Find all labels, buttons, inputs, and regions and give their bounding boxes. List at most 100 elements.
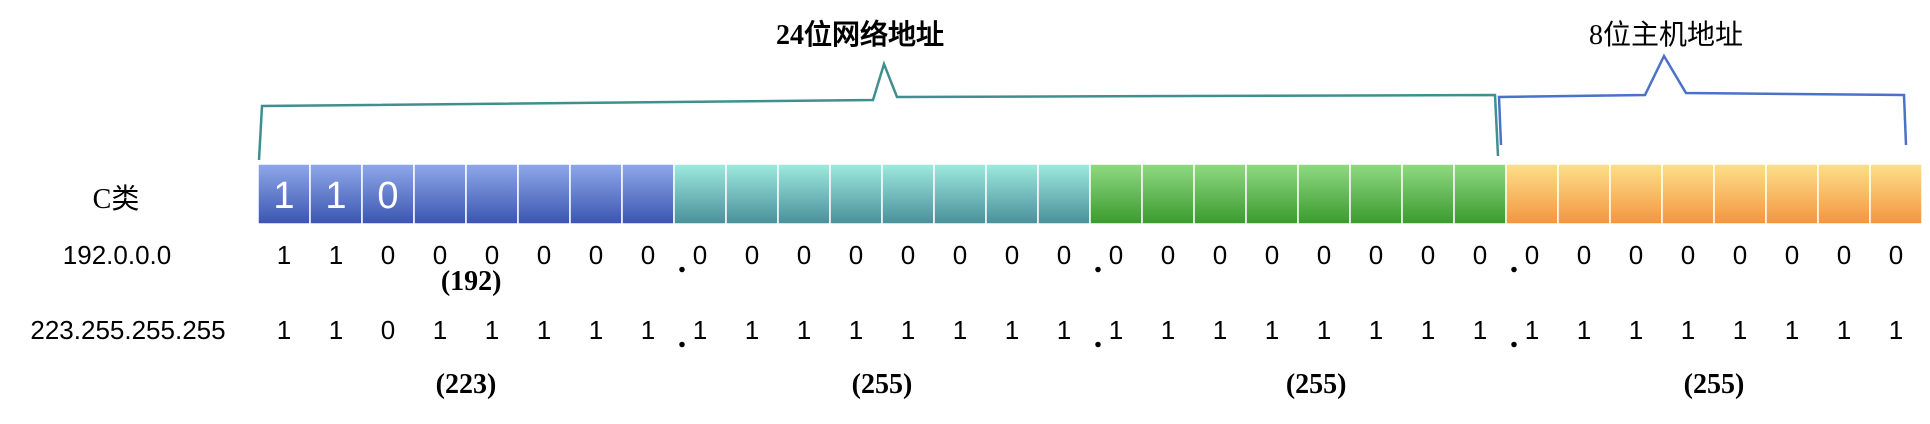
bit-cell-octet1 (517, 163, 571, 225)
low-address-bit: 0 (1681, 240, 1695, 270)
bit-cell-octet4 (1557, 163, 1611, 225)
high-address-bit: 1 (641, 315, 655, 345)
bit-cell-octet1 (621, 163, 675, 225)
high-address-bit: 1 (329, 315, 343, 345)
bit-cell-octet1 (413, 163, 467, 225)
high-address-bit: 1 (745, 315, 759, 345)
low-address-bit: 0 (1265, 240, 1279, 270)
high-address-octet1-decimal: (223) (436, 369, 497, 400)
network-bracket-label: 24位网络地址 (776, 18, 944, 51)
high-address-octet-separator: . (678, 318, 687, 355)
low-address-octet-separator: . (678, 243, 687, 280)
bit-cell-octet3 (1193, 163, 1247, 225)
low-address-bit: 0 (1889, 240, 1903, 270)
bit-cell-octet4 (1765, 163, 1819, 225)
low-address-bit: 0 (1161, 240, 1175, 270)
low-address-bit: 0 (1577, 240, 1591, 270)
high-address-bit: 1 (953, 315, 967, 345)
high-address-bit: 1 (1265, 315, 1279, 345)
low-address-bit: 0 (1109, 240, 1123, 270)
bit-cell-octet4 (1713, 163, 1767, 225)
low-address-bit: 0 (1421, 240, 1435, 270)
high-address-bit: 1 (537, 315, 551, 345)
high-address-octet2-decimal: (255) (852, 369, 913, 400)
low-address-octet-separator: . (1510, 243, 1519, 280)
host-bracket-line (1497, 53, 1908, 146)
high-address-bit: 1 (1005, 315, 1019, 345)
high-address-bit: 1 (1525, 315, 1539, 345)
bit-cell-octet1 (257, 163, 311, 225)
bit-cell-bar (257, 163, 1923, 225)
bit-cell-octet3 (1245, 163, 1299, 225)
high-address-octet-separator: . (1094, 318, 1103, 355)
high-address-octet3-decimal: (255) (1286, 369, 1347, 400)
high-address-bit: 1 (1681, 315, 1695, 345)
bit-cell-octet1 (569, 163, 623, 225)
low-address-bit: 0 (1057, 240, 1071, 270)
bit-cell-octet2 (933, 163, 987, 225)
low-address-bit: 0 (953, 240, 967, 270)
high-address-bit: 1 (1629, 315, 1643, 345)
high-address-bit: 1 (1213, 315, 1227, 345)
low-address-bit: 0 (1213, 240, 1227, 270)
low-address-bit: 0 (1733, 240, 1747, 270)
bit-cell-octet2 (829, 163, 883, 225)
low-address-bit: 0 (1785, 240, 1799, 270)
low-address-bit: 0 (1005, 240, 1019, 270)
bit-cell-octet3 (1349, 163, 1403, 225)
low-address-bit: 0 (1369, 240, 1383, 270)
low-address-bit: 0 (641, 240, 655, 270)
high-address-bit: 1 (485, 315, 499, 345)
bit-cell-octet4 (1505, 163, 1559, 225)
low-address-octet1-decimal: (192) (441, 266, 502, 297)
bit-cell-octet4 (1661, 163, 1715, 225)
octet-decimal-labels: (192) (223) (255) (255) (255) (436, 266, 1745, 400)
bit-cell-octet3 (1453, 163, 1507, 225)
high-address-bit: 1 (849, 315, 863, 345)
high-address-bit: 1 (589, 315, 603, 345)
high-address-bit: 1 (1421, 315, 1435, 345)
high-address-bit: 1 (1837, 315, 1851, 345)
bit-cell-octet4 (1609, 163, 1663, 225)
network-bracket: 24位网络地址 (257, 18, 1500, 161)
low-address-bit: 0 (537, 240, 551, 270)
high-address-bit: 1 (797, 315, 811, 345)
network-bracket-line (257, 60, 1500, 161)
class-prefix-bit: 0 (377, 175, 398, 217)
high-address-bit: 1 (1057, 315, 1071, 345)
bit-cell-octet4 (1817, 163, 1871, 225)
low-address-bit: 0 (1525, 240, 1539, 270)
low-address-bit: 0 (381, 240, 395, 270)
low-address-bit: 0 (693, 240, 707, 270)
class-prefix-bit: 1 (325, 175, 346, 217)
high-address-bit: 1 (1733, 315, 1747, 345)
low-address-bit: 0 (1837, 240, 1851, 270)
low-address-bit: 0 (901, 240, 915, 270)
bit-cell-octet3 (1089, 163, 1143, 225)
low-address-bit: 1 (277, 240, 291, 270)
high-address-bit: 1 (1577, 315, 1591, 345)
low-address-bit: 0 (1473, 240, 1487, 270)
bit-cell-octet3 (1401, 163, 1455, 225)
high-address-bit: 1 (433, 315, 447, 345)
bit-cell-octet2 (985, 163, 1039, 225)
host-bracket-label: 8位主机地址 (1589, 19, 1743, 51)
low-address-bit: 0 (797, 240, 811, 270)
bit-cell-octet2 (725, 163, 779, 225)
low-address-bit: 0 (1629, 240, 1643, 270)
low-address-label: 192.0.0.0 (63, 240, 171, 270)
low-address-bit: 0 (433, 240, 447, 270)
high-address-bit: 1 (1161, 315, 1175, 345)
low-address-bit: 0 (745, 240, 759, 270)
low-address-bit: 0 (485, 240, 499, 270)
class-c-label: C类 (93, 183, 140, 215)
high-address-bit: 1 (693, 315, 707, 345)
low-address-octet-separator: . (1094, 243, 1103, 280)
bit-cell-octet1 (465, 163, 519, 225)
bit-cell-octet2 (673, 163, 727, 225)
low-address-bit: 1 (329, 240, 343, 270)
bit-cell-octet4 (1869, 163, 1923, 225)
